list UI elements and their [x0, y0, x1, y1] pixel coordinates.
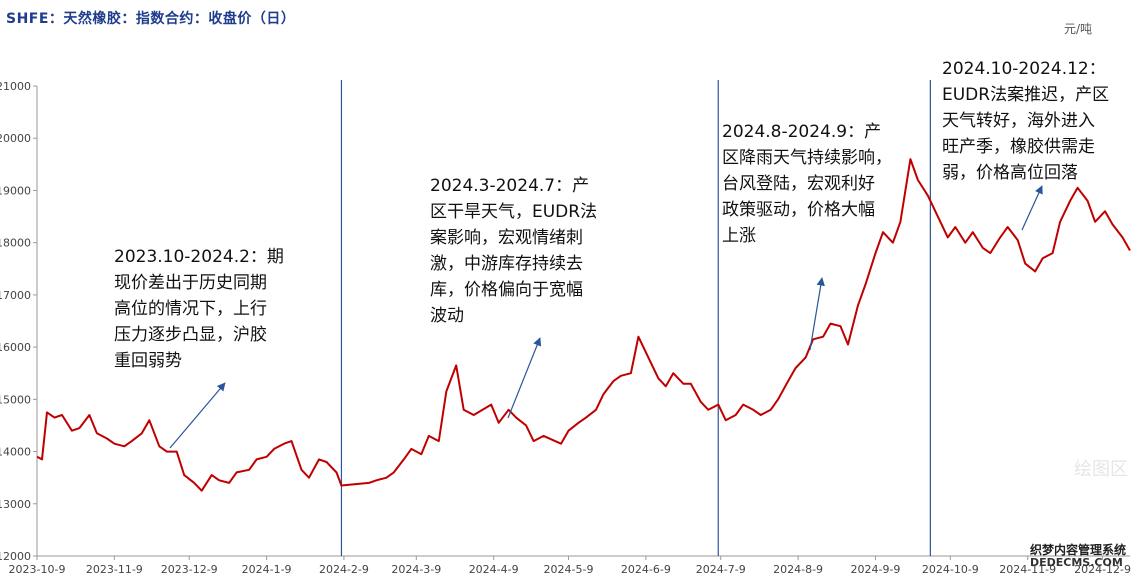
x-tick-label: 2024-11-9 [999, 563, 1056, 576]
x-tick-label: 2024-10-9 [922, 563, 979, 576]
x-tick-label: 2024-3-9 [391, 563, 441, 576]
annotation-text: 2023.10-2024.2：期 现价差出于历史同期 高位的情况下，上行 压力逐… [114, 247, 284, 371]
x-tick-label: 2023-12-9 [161, 563, 218, 576]
x-tick-label: 2024-2-9 [319, 563, 369, 576]
chart-axes: 12000 13000 14000 15000 16000 17000 18000 19000… [0, 80, 1131, 576]
x-tick-label: 2024-1-9 [242, 563, 292, 576]
x-tick-label: 2023-11-9 [86, 563, 143, 576]
y-tick-label: 19000 [0, 184, 31, 197]
y-tick-label: 15000 [0, 393, 31, 406]
y-tick-label: 20000 [0, 132, 31, 145]
y-tick-label: 21000 [0, 80, 31, 93]
y-unit-label: 元/吨 [1064, 22, 1093, 36]
watermark-text: DEDECMS.COM [1030, 556, 1123, 569]
annotation-arrow [169, 382, 226, 449]
chart-title: SHFE：天然橡胶：指数合约：收盘价（日） [6, 11, 296, 27]
y-tick-label: 18000 [0, 237, 31, 250]
annotation-text: 2024.3-2024.7：产 区干旱天气，EUDR法 案影响，宏观情绪刺 激，… [430, 176, 598, 326]
annotation-arrow [809, 277, 825, 351]
y-tick-label: 17000 [0, 289, 31, 302]
x-tick-label: 2024-6-9 [621, 563, 671, 576]
annotation-text: 2024.8-2024.9：产 区降雨天气持续影响， 台风登陆，宏观利好 政策驱… [722, 122, 892, 246]
watermark-text: 绘图区 [1074, 459, 1128, 480]
annotation-arrow [1021, 185, 1043, 231]
vertical-markers [340, 80, 931, 556]
x-tick-label: 2024-5-9 [544, 563, 594, 576]
x-tick-label: 2024-8-9 [773, 563, 823, 576]
x-tick-label: 2024-7-9 [696, 563, 746, 576]
y-tick-label: 13000 [0, 498, 31, 511]
x-tick-label: 2024-4-9 [469, 563, 519, 576]
annotation-arrow [507, 337, 542, 419]
x-tick-label: 2023-10-9 [9, 563, 66, 576]
x-tick-label: 2024-12-9 [1074, 563, 1131, 576]
x-tick-label: 2024-9-9 [850, 563, 900, 576]
watermark-text: 织梦内容管理系统 [1030, 543, 1127, 557]
price-series-line [36, 158, 1131, 492]
y-tick-label: 12000 [0, 550, 31, 563]
annotation-text: 2024.10-2024.12： EUDR法案推迟，产区 天气转好，海外进入 旺… [942, 59, 1110, 183]
y-tick-label: 14000 [0, 446, 31, 459]
y-tick-label: 16000 [0, 341, 31, 354]
series-group [36, 158, 1131, 492]
annotation-arrows [169, 185, 1043, 449]
